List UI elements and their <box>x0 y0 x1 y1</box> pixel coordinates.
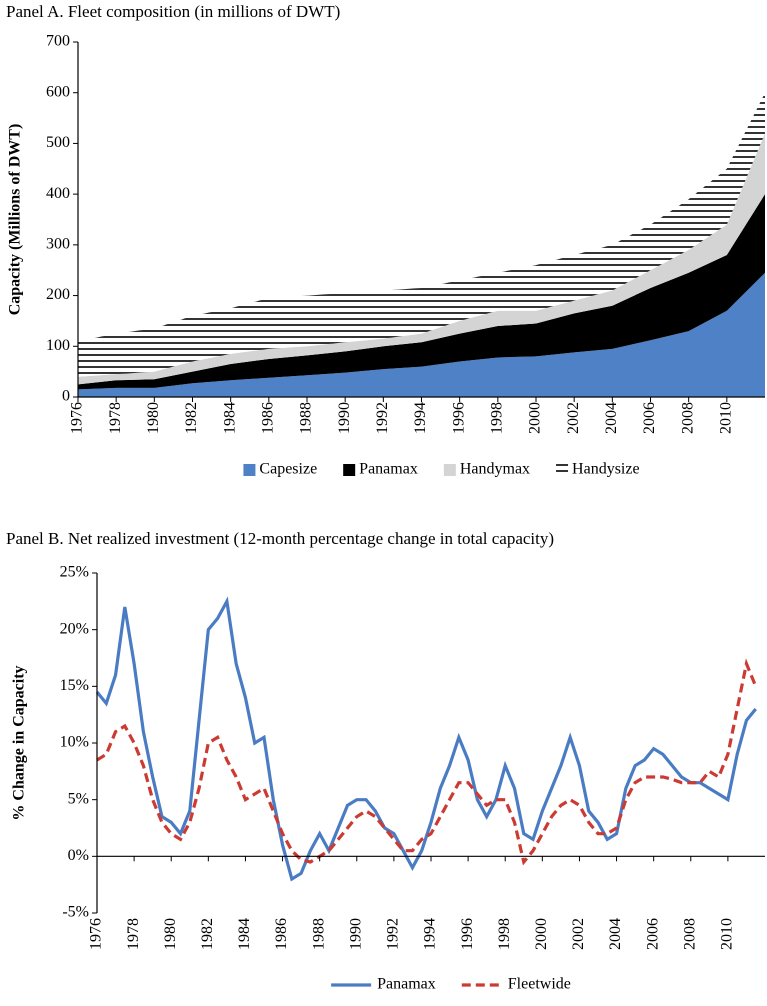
legend-swatch <box>443 464 456 476</box>
x-tick-label: 1998 <box>489 402 506 434</box>
line <box>96 658 758 866</box>
y-tick-label: 400 <box>46 185 70 202</box>
x-tick-label: 1988 <box>298 402 315 434</box>
x-tick-label: 1984 <box>236 918 253 950</box>
area <box>78 133 765 385</box>
legend-swatch <box>343 464 356 476</box>
y-tick-label: 300 <box>46 236 70 253</box>
x-tick-label: 1986 <box>273 918 290 950</box>
y-tick-label: 0% <box>68 847 89 864</box>
chart-title: Panel A. Fleet composition (in millions … <box>6 2 340 21</box>
area <box>78 272 765 397</box>
x-tick-label: 1998 <box>496 918 513 950</box>
x-tick-label: 1976 <box>88 918 105 950</box>
x-tick-label: 2004 <box>607 918 624 950</box>
x-tick-label: 1996 <box>459 918 476 950</box>
x-tick-label: 2006 <box>644 918 661 950</box>
x-tick-label: 1994 <box>422 918 439 950</box>
x-tick-label: 2000 <box>527 402 544 434</box>
x-tick-label: 1986 <box>260 402 277 434</box>
y-tick-label: 15% <box>60 677 89 694</box>
x-tick-label: 2000 <box>533 918 550 950</box>
x-tick-label: 2008 <box>681 918 698 950</box>
x-tick-label: 1996 <box>450 402 467 434</box>
x-tick-label: 1980 <box>162 918 179 950</box>
x-tick-label: 2002 <box>565 402 582 434</box>
y-tick-label: 25% <box>60 564 89 581</box>
x-tick-label: 1982 <box>199 918 216 950</box>
x-tick-label: 1992 <box>374 402 391 434</box>
x-tick-label: 2004 <box>603 402 620 434</box>
x-tick-label: 1990 <box>347 918 364 950</box>
y-tick-label: 5% <box>68 790 89 807</box>
x-tick-label: 1976 <box>69 402 86 434</box>
y-tick-label: -5% <box>62 904 89 921</box>
y-tick-label: 0 <box>62 388 70 405</box>
legend-label: Handymax <box>460 461 530 478</box>
y-tick-label: 700 <box>46 33 70 50</box>
y-tick-label: 500 <box>46 134 70 151</box>
y-tick-label: 600 <box>46 83 70 100</box>
legend: Panamax Fleetwide <box>331 976 571 993</box>
x-tick-label: 1992 <box>385 918 402 950</box>
legend-swatch <box>243 464 256 476</box>
area <box>78 92 765 377</box>
x-tick-label: 2008 <box>679 402 696 434</box>
y-tick-label: 200 <box>46 286 70 303</box>
legend-label: Panamax <box>377 976 436 993</box>
y-tick-label: 10% <box>60 734 89 751</box>
line <box>95 596 757 882</box>
legend: Capesize Panamax Handymax Handysize <box>243 461 640 478</box>
y-tick-label: 20% <box>60 620 89 637</box>
x-tick-label: 1982 <box>183 402 200 434</box>
y-axis-label: Capacity (Millions of DWT) <box>7 124 24 316</box>
legend-label: Handysize <box>572 461 640 478</box>
chart-title: Panel B. Net realized investment (12-mon… <box>6 529 554 548</box>
legend-label: Panamax <box>359 461 418 478</box>
area <box>78 194 765 390</box>
x-tick-label: 2006 <box>641 402 658 434</box>
x-tick-label: 1978 <box>125 918 142 950</box>
x-tick-label: 1994 <box>412 402 429 434</box>
x-tick-label: 1980 <box>145 402 162 434</box>
y-tick-label: 100 <box>46 337 70 354</box>
legend-label: Fleetwide <box>508 976 571 993</box>
x-tick-label: 1978 <box>107 402 124 434</box>
x-tick-label: 2010 <box>718 402 735 434</box>
y-axis-label: % Change in Capacity <box>11 665 28 820</box>
legend-swatch <box>556 464 569 476</box>
legend-label: Capesize <box>259 461 317 478</box>
x-tick-label: 1990 <box>336 402 353 434</box>
x-tick-label: 1984 <box>221 402 238 434</box>
x-tick-label: 1988 <box>310 918 327 950</box>
x-tick-label: 2002 <box>570 918 587 950</box>
x-tick-label: 2010 <box>719 918 736 950</box>
